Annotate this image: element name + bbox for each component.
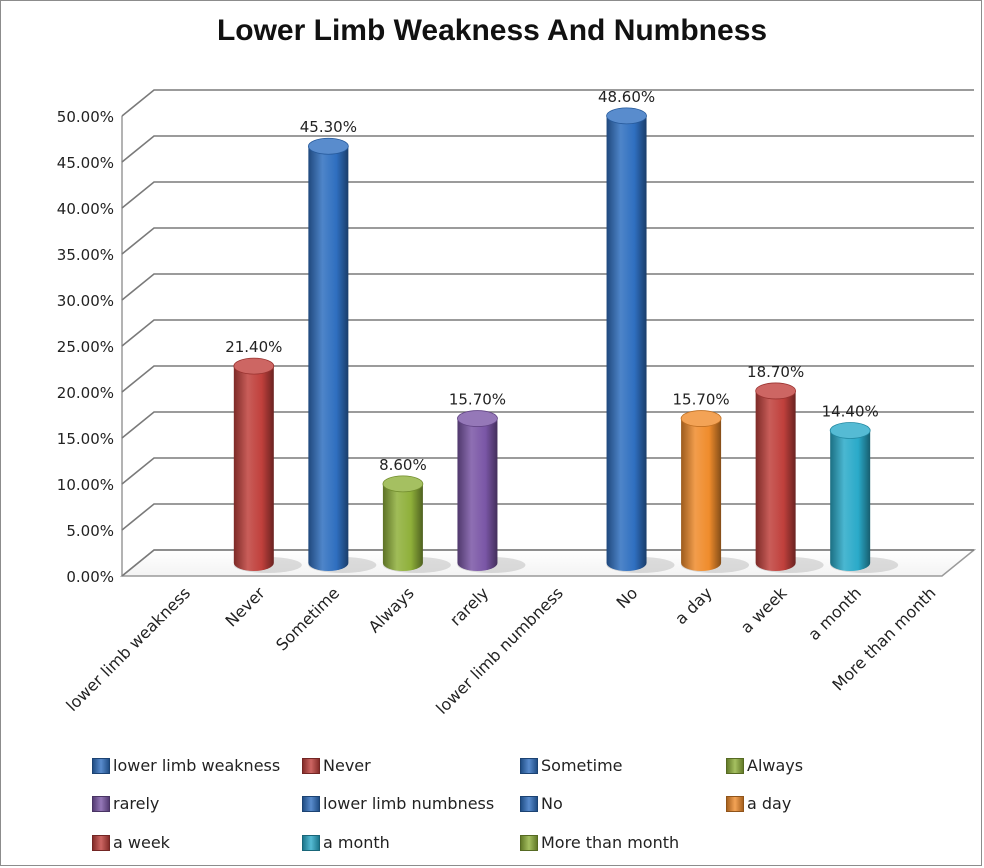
gridline — [121, 273, 974, 301]
bar-top — [755, 382, 797, 400]
legend-swatch — [520, 834, 538, 851]
bar — [829, 422, 899, 573]
x-tick-label: a week — [737, 583, 791, 637]
bar-body — [457, 418, 498, 571]
bar — [457, 410, 526, 573]
legend-item: Sometime — [520, 756, 623, 775]
data-label: 21.40% — [225, 338, 282, 356]
x-tick-label: rarely — [446, 583, 492, 629]
chart-title: Lower Limb Weakness And Numbness — [216, 14, 768, 47]
bar-body — [308, 146, 349, 572]
legend-item: Always — [726, 756, 803, 775]
legend-label: a month — [323, 833, 390, 852]
x-tick-label: lower limb weakness — [62, 583, 194, 715]
y-tick-label: 15.00% — [57, 430, 114, 448]
bar-top — [382, 475, 424, 493]
legend-label: More than month — [541, 833, 680, 852]
legend-item: lower limb weakness — [92, 756, 280, 775]
legend-item: a day — [726, 794, 791, 813]
bar-body — [233, 366, 274, 571]
legend-label: No — [541, 794, 563, 813]
y-tick-label: 20.00% — [57, 384, 114, 402]
legend-swatch — [302, 834, 320, 851]
bar-body — [755, 390, 796, 571]
legend-label: Always — [747, 756, 804, 775]
gridline — [121, 319, 974, 347]
legend-label: a day — [747, 794, 792, 813]
bar-top — [680, 410, 722, 427]
legend-item: No — [520, 794, 563, 813]
y-tick-label: 30.00% — [57, 292, 114, 310]
legend-swatch — [520, 757, 538, 774]
x-tick-label: Always — [365, 583, 418, 636]
y-tick-label: 40.00% — [57, 200, 114, 218]
bar — [382, 475, 451, 573]
data-label: 45.30% — [300, 118, 357, 136]
legend-swatch — [302, 795, 320, 812]
data-label: 14.40% — [822, 403, 879, 421]
bar-top — [829, 422, 871, 439]
legend-item: a month — [302, 833, 390, 852]
legend-label: Sometime — [541, 756, 623, 775]
bar-body — [382, 483, 423, 571]
gridline — [121, 181, 974, 209]
legend-label: a week — [113, 833, 170, 852]
legend-swatch — [726, 795, 744, 812]
x-tick-label: lower limb numbness — [432, 583, 567, 718]
bar — [755, 382, 824, 573]
gridline — [121, 135, 974, 163]
bar-top — [457, 410, 498, 427]
bar-body — [681, 418, 722, 571]
x-tick-label: Sometime — [272, 583, 343, 654]
y-tick-label: 25.00% — [57, 338, 114, 356]
gridline — [121, 227, 974, 255]
x-tick-label: a month — [804, 583, 865, 644]
legend-label: lower limb weakness — [113, 756, 281, 775]
bar-top — [606, 107, 647, 125]
data-label: 48.60% — [598, 88, 655, 106]
y-tick-label: 5.00% — [66, 522, 114, 540]
legend-item: Never — [302, 756, 371, 775]
legend-label: Never — [323, 756, 371, 775]
gridline — [121, 89, 974, 117]
legend-label: lower limb numbness — [323, 794, 495, 813]
bar — [307, 137, 377, 573]
bar-top — [307, 137, 349, 155]
bar — [680, 410, 750, 573]
legend-item: rarely — [92, 794, 159, 813]
legend-swatch — [92, 757, 110, 774]
legend-swatch — [520, 795, 538, 812]
y-tick-label: 50.00% — [57, 108, 114, 126]
legend-swatch — [302, 757, 320, 774]
bar-top — [233, 357, 275, 375]
bar — [233, 357, 302, 573]
bar-body — [606, 115, 647, 571]
legend-swatch — [92, 834, 110, 851]
legend-item: lower limb numbness — [302, 794, 494, 813]
data-label: 8.60% — [379, 456, 427, 474]
bar-body — [830, 430, 871, 571]
legend-item: a week — [92, 833, 170, 852]
x-tick-label: No — [613, 583, 642, 612]
data-label: 18.70% — [747, 363, 804, 381]
bar — [606, 107, 675, 573]
x-tick-label: Never — [221, 583, 268, 630]
y-tick-label: 45.00% — [57, 154, 114, 172]
y-tick-label: 10.00% — [57, 476, 114, 494]
legend-swatch — [726, 757, 744, 774]
legend-swatch — [92, 795, 110, 812]
legend-item: More than month — [520, 833, 679, 852]
legend-label: rarely — [113, 794, 160, 813]
y-tick-label: 35.00% — [57, 246, 114, 264]
y-tick-label: 0.00% — [66, 568, 114, 586]
data-label: 15.70% — [449, 391, 506, 409]
x-tick-label: a day — [671, 583, 716, 628]
data-label: 15.70% — [672, 391, 729, 409]
gridline — [121, 365, 974, 393]
